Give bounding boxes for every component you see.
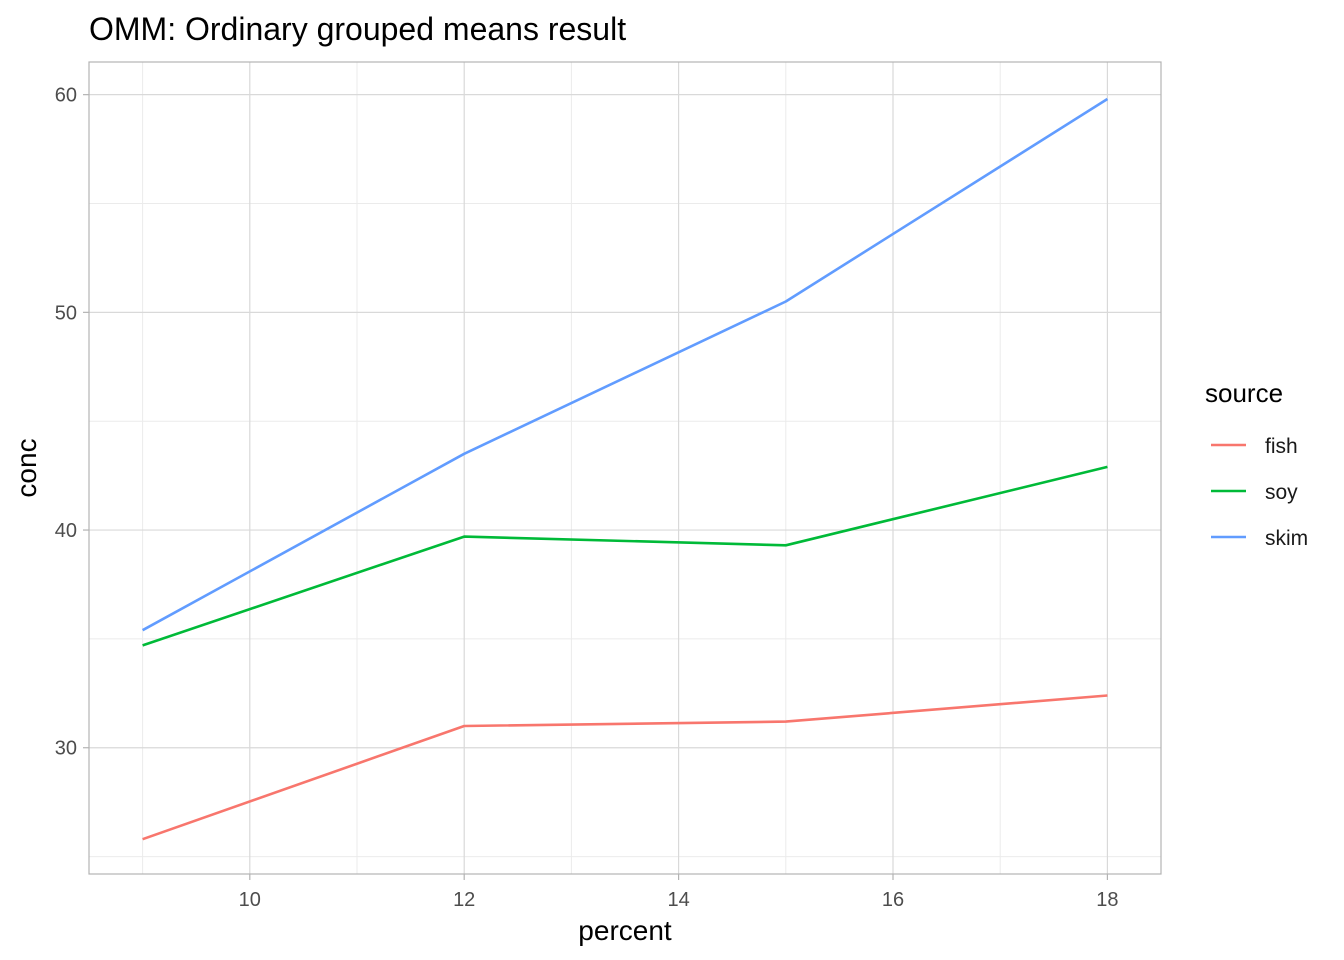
legend-label-skim: skim: [1265, 527, 1308, 550]
legend-label-soy: soy: [1265, 481, 1298, 504]
x-tick-label: 14: [667, 889, 689, 911]
y-tick-label: 40: [55, 520, 77, 542]
legend: fish soy skim: [1211, 435, 1308, 550]
y-tick-label: 50: [55, 302, 77, 324]
y-axis-title: conc: [11, 438, 42, 497]
chart-title: OMM: Ordinary grouped means result: [89, 11, 626, 47]
x-axis: 10 12 14 16 18: [239, 874, 1119, 911]
series-line-skim: [141, 97, 1109, 632]
x-tick-label: 10: [239, 889, 261, 911]
legend-label-fish: fish: [1265, 435, 1298, 458]
x-axis-title: percent: [578, 915, 672, 946]
grid-minor: [89, 62, 1161, 874]
series-layer: [141, 97, 1109, 841]
x-tick-label: 16: [882, 889, 904, 911]
legend-title: source: [1205, 378, 1283, 408]
y-axis: 30 40 50 60: [55, 85, 89, 760]
series-line-soy: [142, 465, 1108, 647]
panel-border: [88, 61, 1162, 875]
x-tick-label: 12: [453, 889, 475, 911]
y-tick-label: 60: [55, 85, 77, 107]
series-line-fish: [142, 694, 1108, 841]
y-tick-label: 30: [55, 738, 77, 760]
x-tick-label: 18: [1096, 889, 1118, 911]
